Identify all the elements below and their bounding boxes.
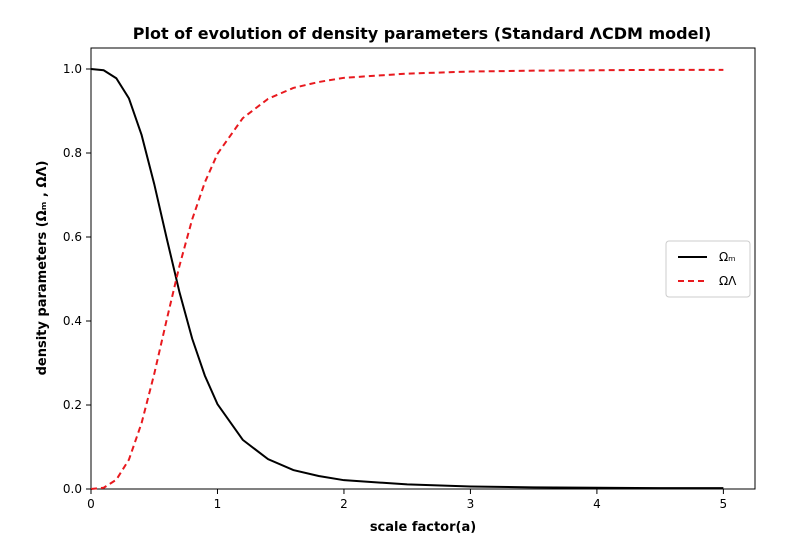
legend-box — [665, 240, 751, 298]
x-axis-label: scale factor(a) — [370, 520, 476, 535]
x-axis: 0 1 2 3 4 5 — [87, 489, 727, 511]
plot-frame — [90, 47, 756, 490]
chart-legend: Ωₘ ΩΛ — [665, 240, 751, 298]
y-tick-label: 0.4 — [63, 314, 82, 328]
x-tick-label: 4 — [593, 497, 601, 511]
y-axis: 0.0 0.2 0.4 0.6 0.8 1.0 — [63, 62, 91, 496]
x-tick-label: 3 — [467, 497, 475, 511]
x-tick-label: 5 — [720, 497, 728, 511]
y-tick-label: 0.0 — [63, 482, 82, 496]
plot-area — [90, 47, 756, 490]
x-tick-label: 0 — [87, 497, 95, 511]
y-tick-label: 0.2 — [63, 398, 82, 412]
x-tick-label: 2 — [340, 497, 348, 511]
chart-title: Plot of evolution of density parameters … — [133, 24, 712, 43]
y-tick-label: 1.0 — [63, 62, 82, 76]
x-tick-label: 1 — [214, 497, 222, 511]
legend-label-matter: Ωₘ — [719, 250, 736, 264]
matter-density-series-line — [90, 68, 724, 490]
y-tick-label: 0.6 — [63, 230, 82, 244]
legend-label-lambda: ΩΛ — [719, 274, 737, 288]
lambda-density-series-line — [90, 68, 724, 490]
y-axis-label: density parameters (Ωₘ , ΩΛ) — [35, 161, 50, 376]
y-tick-label: 0.8 — [63, 146, 82, 160]
